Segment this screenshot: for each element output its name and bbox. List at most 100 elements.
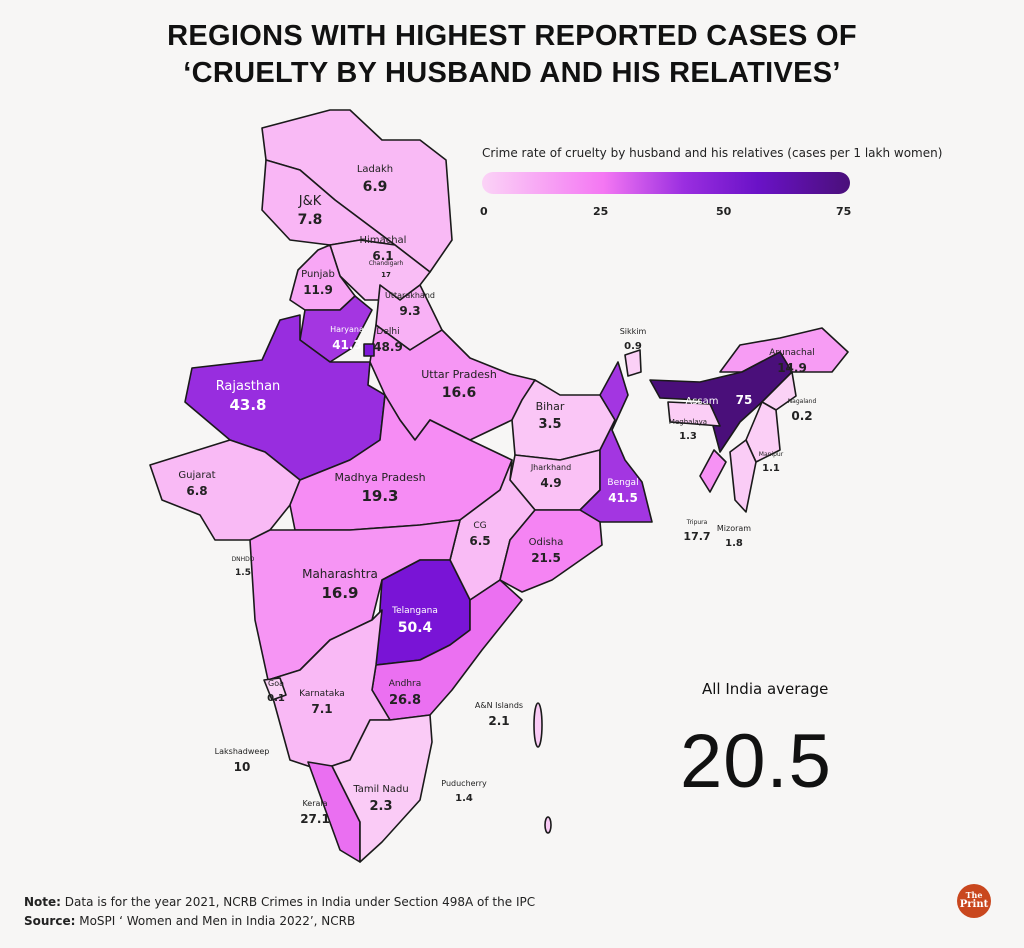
region-sikkim — [624, 349, 642, 377]
region-name-label: Uttarakhand — [385, 291, 435, 300]
region-name-label: Delhi — [376, 327, 399, 337]
region-value-label: 7.8 — [298, 212, 323, 228]
region-name-label: Chandigarh — [369, 260, 404, 267]
region-value-label: 1.5 — [235, 568, 251, 578]
region-name-label: Sikkim — [620, 327, 647, 336]
region-delhi — [363, 343, 375, 357]
region-name-label: Kerala — [302, 799, 327, 808]
region-value-label: 6.5 — [469, 534, 490, 548]
average-label: All India average — [702, 680, 829, 698]
region-value-label: 1.3 — [679, 431, 697, 442]
region-name-label: Goa — [268, 679, 284, 688]
source-text: MoSPI ‘ Women and Men in India 2022’, NC… — [75, 914, 356, 928]
region-name-label: DNHDD — [232, 556, 255, 563]
region-value-label: 3.5 — [538, 417, 561, 432]
region-value-label: 11.9 — [303, 283, 333, 297]
title-line-1: REGIONS WITH HIGHEST REPORTED CASES OF — [167, 20, 857, 52]
region-value-label: 50.4 — [398, 620, 433, 636]
region-value-label: 6.9 — [363, 179, 388, 195]
note: Note: Data is for the year 2021, NCRB Cr… — [24, 895, 535, 909]
region-andaman-nicobar — [533, 702, 543, 748]
region-value-label: 16.9 — [321, 584, 358, 602]
region-value-label: 7.1 — [311, 702, 332, 716]
page-title: REGIONS WITH HIGHEST REPORTED CASES OF ‘… — [0, 18, 1024, 92]
region-name-label: Tamil Nadu — [352, 784, 408, 795]
region-value-label: 19.3 — [361, 487, 398, 505]
region-value-label: 43.8 — [229, 396, 266, 414]
region-name-label: Uttar Pradesh — [421, 368, 497, 381]
region-name-label: Manipur — [759, 451, 784, 458]
region-tamil-nadu — [331, 714, 433, 863]
note-label: Note: — [24, 895, 61, 909]
region-name-label: Rajasthan — [216, 379, 281, 394]
region-name-label: Tripura — [686, 519, 708, 526]
legend-title: Crime rate of cruelty by husband and his… — [482, 146, 943, 160]
region-value-label: 1.4 — [455, 793, 473, 804]
region-value-label: 1.8 — [725, 538, 743, 549]
legend-tick: 25 — [593, 205, 609, 218]
region-name-label: Andhra — [389, 679, 422, 689]
average-value: 20.5 — [680, 719, 832, 804]
region-value-label: 6.8 — [186, 484, 207, 498]
region-value-label: 26.8 — [389, 693, 421, 708]
region-value-label: 0.1 — [267, 693, 285, 704]
region-bihar — [511, 379, 616, 461]
region-name-label: CG — [473, 521, 486, 531]
region-value-label: 14.9 — [777, 361, 807, 375]
title-line-2: ‘CRUELTY BY HUSBAND AND HIS RELATIVES’ — [183, 57, 841, 89]
legend-tick: 50 — [716, 205, 732, 218]
region-value-label: 41.3 — [332, 338, 362, 352]
region-value-label: 17 — [381, 271, 391, 279]
region-value-label: 9.3 — [399, 304, 420, 318]
region-value-label: 4.9 — [540, 476, 561, 490]
region-tripura — [699, 449, 727, 493]
region-name-label: Karnataka — [299, 689, 345, 699]
region-value-label: 41.5 — [608, 491, 638, 505]
region-value-label: 1.1 — [762, 463, 780, 474]
legend-tick: 0 — [480, 205, 488, 218]
region-name-label: Bengal — [607, 478, 638, 488]
region-value-label: 6.1 — [372, 249, 393, 263]
region-bengal — [579, 361, 653, 523]
region-meghalaya — [667, 401, 721, 427]
region-name-label: Bihar — [536, 400, 565, 413]
region-goa — [263, 677, 287, 701]
region-value-label: 48.9 — [373, 340, 403, 354]
region-assam — [649, 351, 793, 453]
region-name-label: Odisha — [529, 537, 564, 548]
region-value-label: 75 — [736, 393, 753, 407]
region-name-label: J&K — [298, 194, 322, 209]
region-name-label: Meghalaya — [669, 418, 707, 426]
region-value-label: 0.2 — [791, 409, 812, 423]
source-label: Source: — [24, 914, 76, 928]
region-manipur — [745, 401, 781, 463]
note-text: Data is for the year 2021, NCRB Crimes i… — [60, 895, 536, 909]
region-andaman-nicobar-south — [544, 816, 552, 834]
region-name-label: Nagaland — [788, 398, 817, 405]
region-name-label: Telangana — [391, 606, 438, 616]
region-name-label: Madhya Pradesh — [334, 471, 425, 484]
region-name-label: Punjab — [301, 269, 335, 280]
region-value-label: 27.1 — [300, 812, 330, 826]
region-name-label: Jharkhand — [530, 463, 571, 472]
region-value-label: 0.9 — [624, 341, 642, 352]
legend-color-scale — [482, 172, 850, 194]
legend-tick: 75 — [836, 205, 852, 218]
theprint-logo: The Print — [957, 884, 991, 918]
region-name-label: Maharashtra — [302, 567, 378, 581]
region-name-label: Haryana — [330, 325, 364, 334]
region-name-label: Mizoram — [717, 524, 751, 533]
region-value-label: 10 — [234, 760, 251, 774]
region-name-label: Ladakh — [357, 164, 393, 175]
region-value-label: 21.5 — [531, 551, 561, 565]
region-mizoram — [729, 439, 757, 513]
region-name-label: A&N Islands — [475, 701, 523, 710]
region-name-label: Assam — [685, 396, 718, 407]
region-name-label: Lakshadweep — [215, 747, 270, 756]
source: Source: MoSPI ‘ Women and Men in India 2… — [24, 914, 355, 928]
region-value-label: 2.3 — [369, 799, 392, 814]
region-name-label: Arunachal — [769, 348, 814, 358]
region-value-label: 2.1 — [488, 714, 509, 728]
region-value-label: 16.6 — [442, 385, 477, 401]
